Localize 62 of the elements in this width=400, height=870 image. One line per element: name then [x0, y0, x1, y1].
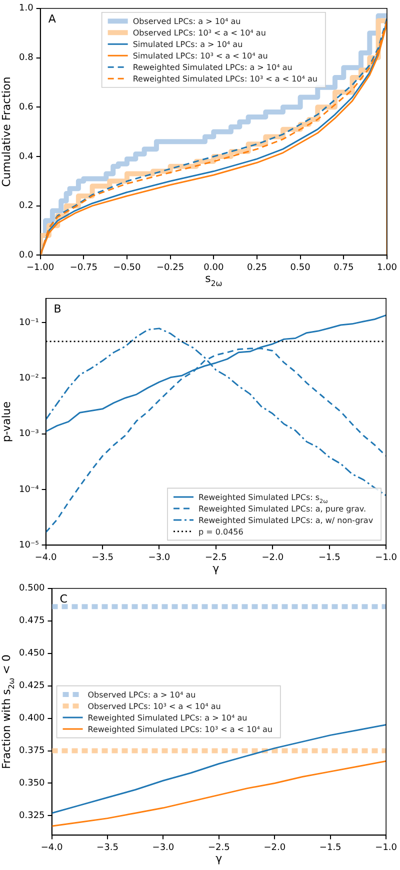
y-tick-label: 10⁻³ [19, 429, 40, 440]
y-tick-label: 10⁻² [19, 373, 40, 384]
x-tick-label: −3.0 [152, 842, 174, 853]
y-tick-label: 0.500 [19, 584, 46, 594]
y-tick-label: 0.4 [18, 152, 34, 162]
y-tick-label: 0.475 [19, 616, 45, 626]
legend-label: Reweighted Simulated LPCs: a > 10⁴ au [132, 63, 292, 72]
legend-label: p = 0.0456 [198, 527, 244, 536]
y-tick-label: 10⁻⁵ [19, 540, 40, 551]
x-tick-label: −1.5 [318, 552, 340, 563]
y-tick-label: 1.0 [18, 4, 34, 14]
y-tick-label: 10⁻⁴ [19, 484, 40, 495]
y-tick-label: 0.6 [18, 102, 34, 112]
y-tick-label: 0.375 [19, 746, 45, 756]
x-tick-label: −4.0 [40, 842, 63, 853]
legend-label: Simulated LPCs: 10³ < a < 10⁴ au [132, 52, 268, 61]
legend-label: Reweighted Simulated LPCs: a > 10⁴ au [88, 714, 248, 723]
annotation: C [60, 592, 68, 606]
y-axis-title: Cumulative Fraction [0, 76, 13, 187]
y-tick-label: 0.400 [19, 714, 46, 724]
x-tick-label: −0.25 [156, 262, 184, 273]
x-tick-label: 1.00 [376, 262, 398, 273]
legend-label: Observed LPCs: 10³ < a < 10⁴ au [132, 28, 266, 38]
y-tick-label: 0.450 [19, 648, 46, 659]
x-tick-label: −2.0 [262, 552, 284, 563]
x-tick-label: −2.5 [205, 552, 227, 563]
x-tick-label: −4.0 [34, 552, 58, 563]
x-tick-label: 0.75 [334, 262, 354, 273]
y-axis-title: p-value [0, 401, 13, 442]
x-tick-label: 0.00 [204, 262, 224, 273]
x-tick-label: −3.5 [96, 842, 118, 853]
x-tick-label: −1.00 [26, 262, 54, 273]
x-axis-title: γ [212, 562, 220, 576]
legend-label: Reweighted Simulated LPCs: 10³ < a < 10⁴ au [132, 74, 318, 84]
annotation: B [54, 302, 62, 316]
x-tick-label: −2.0 [264, 842, 286, 853]
x-tick-label: 0.50 [290, 262, 311, 273]
y-tick-label: 0.8 [18, 53, 34, 64]
y-tick-label: 0.2 [18, 201, 34, 212]
legend-label: Reweighted Simulated LPCs: a, pure grav. [198, 504, 366, 514]
y-tick-label: 0.350 [19, 778, 46, 789]
x-tick-label: −0.50 [113, 262, 142, 273]
legend-label: Observed LPCs: a > 10⁴ au [132, 17, 241, 26]
x-tick-label: −3.5 [92, 552, 114, 563]
y-tick-label: 10⁻¹ [19, 318, 40, 328]
y-tick-label: 0.0 [18, 250, 34, 261]
annotation: A [48, 12, 56, 26]
legend-label: Simulated LPCs: a > 10⁴ au [132, 40, 243, 50]
x-tick-label: −1.0 [375, 552, 398, 563]
x-tick-label: −1.0 [375, 842, 398, 853]
y-tick-label: 0.425 [19, 681, 45, 692]
x-tick-label: −0.75 [70, 262, 98, 273]
legend-label: Reweighted Simulated LPCs: a, w/ non-grav [198, 516, 374, 525]
legend-label: Reweighted Simulated LPCs: 10³ < a < 10⁴ au [88, 725, 272, 734]
x-tick-label: −2.5 [208, 842, 230, 853]
x-tick-label: −1.5 [319, 842, 342, 853]
x-tick-label: −3.0 [148, 552, 170, 563]
x-axis-title: γ [216, 852, 223, 866]
y-tick-label: 0.325 [19, 811, 45, 822]
legend-label: Observed LPCs: 10³ < a < 10⁴ au [88, 702, 221, 712]
legend-label: Observed LPCs: a > 10⁴ au [88, 690, 196, 700]
x-tick-label: 0.25 [246, 262, 268, 273]
